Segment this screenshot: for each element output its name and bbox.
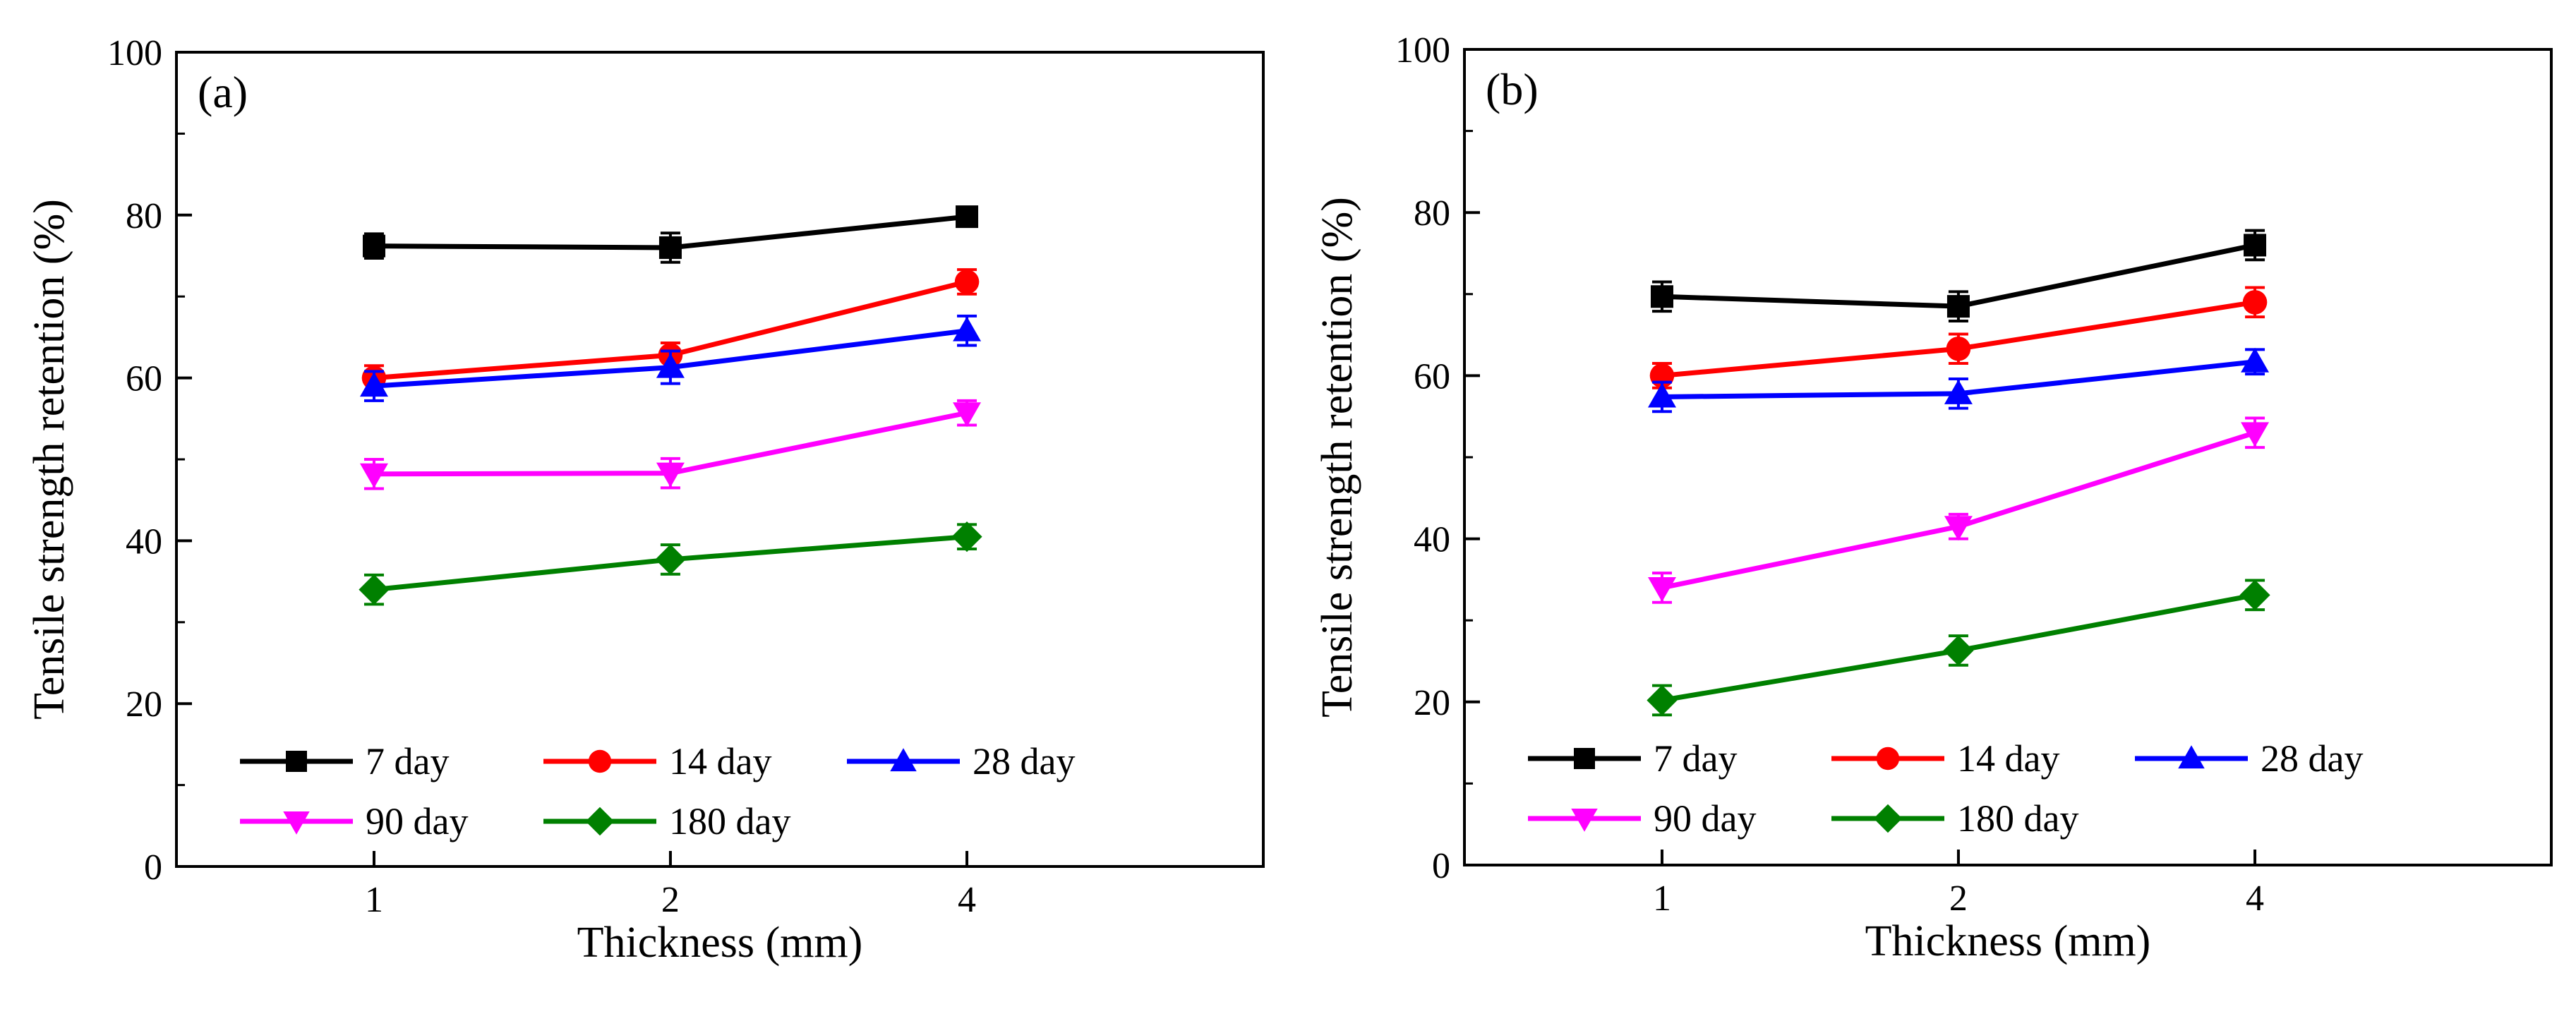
x-axis-title: Thickness (mm) bbox=[577, 919, 863, 967]
legend-item: 90 day bbox=[240, 800, 468, 842]
y-tick-label: 80 bbox=[126, 196, 162, 236]
data-point bbox=[359, 463, 388, 488]
x-tick-label: 1 bbox=[365, 880, 383, 920]
panel-b: 0 20 40 60 80 100 1 2 4 Thickness (mm) Tensile str… bbox=[1313, 30, 2553, 965]
legend-marker bbox=[286, 751, 307, 772]
y-tick-label: 100 bbox=[1395, 30, 1450, 71]
data-point bbox=[954, 270, 980, 294]
data-point bbox=[1944, 516, 1973, 541]
x-tick-label: 1 bbox=[1653, 878, 1671, 919]
y-tick-label: 40 bbox=[1414, 520, 1450, 560]
legend-marker bbox=[588, 749, 612, 773]
series-14-day bbox=[1649, 286, 2268, 389]
data-point bbox=[2239, 579, 2270, 610]
legend-item: 28 day bbox=[2135, 737, 2363, 780]
data-point bbox=[1946, 295, 1970, 318]
data-point bbox=[951, 521, 982, 552]
legend-marker bbox=[1876, 747, 1900, 771]
data-point bbox=[2244, 234, 2267, 257]
data-point bbox=[359, 372, 388, 397]
legend-item: 28 day bbox=[847, 740, 1075, 783]
legend-item: 7 day bbox=[1528, 737, 1737, 780]
legend-label: 14 day bbox=[1957, 737, 2059, 780]
panel-a: 0 20 40 60 80 100 1 2 4 Thickness (mm) Tensile str… bbox=[25, 33, 1265, 967]
data-point bbox=[656, 353, 685, 378]
x-tick-label: 2 bbox=[1949, 878, 1968, 919]
series-7-day bbox=[362, 205, 979, 264]
data-point bbox=[1946, 336, 1971, 361]
legend-label: 7 day bbox=[366, 740, 449, 783]
legend-marker bbox=[2178, 745, 2205, 769]
y-tick-label: 40 bbox=[126, 521, 162, 562]
x-tick-label: 4 bbox=[2246, 878, 2264, 919]
legend-label: 180 day bbox=[669, 800, 790, 842]
legend-item: 180 day bbox=[543, 800, 790, 842]
y-tick-label: 60 bbox=[126, 359, 162, 399]
panel-label: (b) bbox=[1486, 64, 1539, 114]
x-tick-label: 2 bbox=[661, 880, 680, 920]
y-tick-label: 20 bbox=[126, 684, 162, 725]
data-point bbox=[953, 402, 982, 428]
legend-marker bbox=[585, 806, 615, 836]
series-90-day bbox=[359, 399, 982, 490]
series-7-day bbox=[1650, 229, 2267, 322]
legend-item: 180 day bbox=[1831, 797, 2078, 840]
legend-marker bbox=[1873, 804, 1903, 833]
legend-item: 90 day bbox=[1528, 797, 1756, 840]
legend-marker bbox=[283, 811, 310, 835]
series-90-day bbox=[1647, 416, 2270, 604]
legend-item: 7 day bbox=[240, 740, 449, 783]
data-point bbox=[1647, 576, 1676, 602]
y-axis-title: Tensile strength retention (%) bbox=[1313, 197, 1361, 718]
data-point bbox=[655, 544, 686, 575]
legend-item: 14 day bbox=[543, 740, 771, 783]
y-tick-label: 0 bbox=[144, 847, 162, 888]
legend-marker bbox=[1571, 808, 1598, 832]
y-tick-label: 80 bbox=[1414, 193, 1450, 234]
data-point bbox=[1647, 684, 1678, 716]
legend-label: 90 day bbox=[1654, 797, 1756, 840]
legend-label: 14 day bbox=[669, 740, 771, 783]
data-point bbox=[2241, 422, 2270, 447]
panel-label: (a) bbox=[198, 67, 248, 117]
data-point bbox=[1943, 635, 1974, 666]
legend-marker bbox=[1574, 748, 1595, 769]
legend-label: 90 day bbox=[366, 800, 468, 842]
x-axis-title: Thickness (mm) bbox=[1865, 917, 2151, 965]
legend-label: 28 day bbox=[2261, 737, 2363, 780]
data-point bbox=[953, 316, 982, 342]
data-point bbox=[362, 234, 385, 258]
data-point bbox=[658, 236, 682, 259]
data-point bbox=[1944, 379, 1973, 404]
data-point bbox=[956, 205, 979, 229]
series-180-day bbox=[1647, 579, 2270, 717]
legend-item: 14 day bbox=[1831, 737, 2059, 780]
legend-label: 180 day bbox=[1957, 797, 2078, 840]
series-180-day bbox=[359, 521, 982, 606]
data-point bbox=[1647, 382, 1676, 408]
y-tick-label: 0 bbox=[1432, 846, 1450, 886]
data-point bbox=[359, 574, 390, 605]
y-axis-title: Tensile strength retention (%) bbox=[25, 199, 73, 720]
y-tick-label: 60 bbox=[1414, 356, 1450, 397]
y-tick-label: 100 bbox=[107, 33, 162, 73]
x-tick-label: 4 bbox=[958, 880, 976, 920]
data-point bbox=[656, 462, 685, 488]
data-point bbox=[1650, 285, 1673, 308]
data-point bbox=[2242, 290, 2268, 315]
legend-label: 28 day bbox=[973, 740, 1075, 783]
series-line bbox=[1661, 430, 2256, 591]
legend-marker bbox=[890, 748, 917, 772]
series-28-day bbox=[359, 314, 982, 402]
y-tick-label: 20 bbox=[1414, 683, 1450, 723]
series-28-day bbox=[1647, 347, 2270, 413]
legend-label: 7 day bbox=[1654, 737, 1737, 780]
data-point bbox=[2241, 347, 2270, 373]
